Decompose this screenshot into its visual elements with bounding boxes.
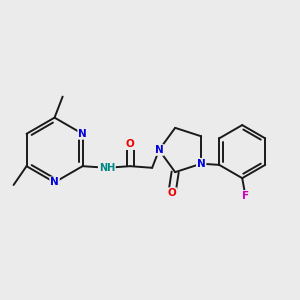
Text: O: O xyxy=(167,188,176,198)
Text: N: N xyxy=(155,145,164,155)
Text: O: O xyxy=(126,139,134,149)
Text: N: N xyxy=(197,159,206,169)
Text: NH: NH xyxy=(99,163,115,173)
Text: N: N xyxy=(78,129,87,139)
Text: F: F xyxy=(242,191,249,201)
Text: N: N xyxy=(50,177,59,188)
